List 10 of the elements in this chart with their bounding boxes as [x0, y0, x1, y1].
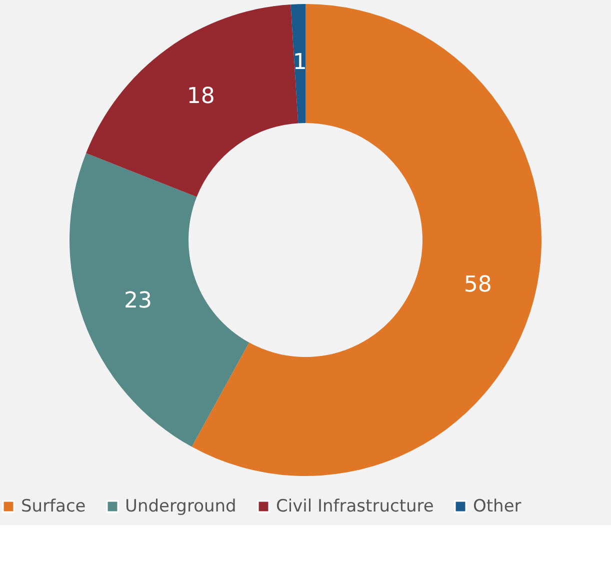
data-label: 1 — [292, 50, 307, 76]
data-label: 58 — [464, 272, 492, 298]
legend-label: Other — [473, 496, 522, 517]
donut-slice — [290, 4, 306, 124]
data-label: 18 — [186, 84, 215, 109]
legend-label: Underground — [125, 496, 236, 517]
data-label: 23 — [124, 288, 152, 314]
donut-slice — [70, 153, 250, 447]
legend-label: Civil Infrastructure — [276, 496, 434, 517]
legend-label: Surface — [21, 496, 86, 517]
